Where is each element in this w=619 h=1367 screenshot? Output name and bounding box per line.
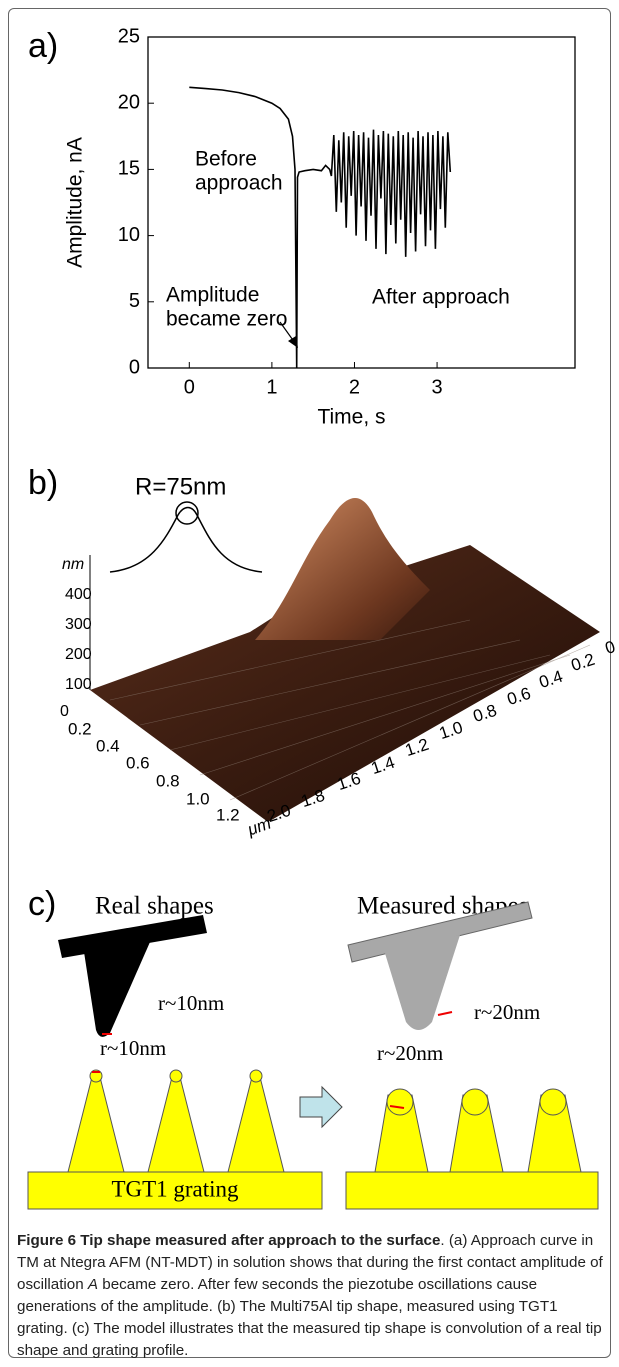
panel-label: c)	[28, 885, 56, 923]
annotation: Before	[195, 148, 257, 171]
caption-text: . (a) Approach curve in TM at Ntegra AFM…	[17, 1232, 603, 1293]
x-tick-label: 0.2	[569, 650, 597, 675]
y-tick-label: 0	[129, 356, 140, 378]
caption: Figure 6 Tip shape measured after approa…	[17, 1230, 609, 1362]
z-tick-label: 200	[65, 646, 92, 663]
annotation: After approach	[372, 286, 510, 309]
y-tick-label: 25	[118, 25, 140, 47]
x-tick-label: 0.4	[537, 667, 565, 692]
annotation: approach	[195, 172, 283, 195]
cantilever	[347, 901, 533, 963]
tip-radius: r~20nm	[474, 1000, 540, 1024]
panel-label: b)	[28, 464, 58, 502]
z-tick-label: 100	[65, 676, 92, 693]
left-title: Real shapes	[95, 893, 214, 920]
caption-title: Figure 6 Tip shape measured after approa…	[17, 1232, 441, 1249]
radius-arrow	[437, 1011, 453, 1016]
surface-texture	[109, 619, 591, 801]
y-tick-label: 0.2	[68, 719, 92, 738]
y-axis-label: Amplitude, nA	[64, 137, 87, 268]
x-tick-label: 0	[603, 637, 618, 658]
grating-base	[345, 1171, 599, 1210]
tip	[384, 935, 460, 1030]
y-tick-label: 20	[118, 91, 140, 113]
y-tick-label: 1.2	[216, 805, 240, 824]
grating-radius: r~10nm	[100, 1036, 166, 1060]
x-tick-label: 2	[349, 376, 360, 398]
y-tick-label: 5	[129, 290, 140, 312]
y-tick-label: 0.6	[126, 753, 150, 772]
annotation-arrowhead	[288, 336, 298, 348]
tip-radius: r~10nm	[158, 991, 224, 1015]
x-axis-label: Time, s	[317, 406, 385, 429]
z-unit: nm	[62, 556, 84, 573]
z-tick-label: 400	[65, 586, 92, 603]
amplitude-line	[189, 86, 452, 369]
annotation: became zero	[166, 308, 287, 331]
panel-label: a)	[28, 27, 58, 65]
caption-italic: A	[87, 1276, 99, 1293]
tip-circle	[175, 501, 199, 525]
z-tick-label: 0	[60, 703, 69, 720]
grating-radius: r~20nm	[377, 1041, 443, 1065]
profile-label: R=75nm	[135, 473, 226, 500]
x-tick-label: 3	[432, 376, 443, 398]
grating-base	[27, 1171, 323, 1210]
y-tick-label: 1.0	[186, 789, 210, 808]
y-tick-label: 15	[118, 158, 140, 180]
tip	[84, 942, 150, 1037]
annotation: Amplitude	[166, 284, 259, 307]
x-tick-label: 0.8	[471, 701, 499, 726]
figure: a) b) c) 0 5 10 15 20 25 0 1 2 3 Time, s Amplitude,…	[27, 25, 618, 1210]
x-tick-label: 0	[184, 376, 195, 398]
peak	[255, 498, 430, 640]
transform-arrow	[299, 1085, 343, 1129]
y-tick-label: 0.4	[96, 736, 120, 755]
grating-cones	[67, 1069, 285, 1173]
grating-cones	[374, 1088, 582, 1173]
plot-frame	[147, 36, 576, 369]
caption-text: became zero. After few seconds the piezo…	[17, 1276, 602, 1359]
tip-profile	[109, 506, 263, 573]
grating-label: TGT1 grating	[111, 1176, 239, 1201]
z-tick-label: 300	[65, 616, 92, 633]
real-shapes	[27, 915, 323, 1210]
surface	[90, 545, 600, 822]
measured-shapes	[345, 901, 599, 1210]
x-tick-label: 1	[266, 376, 277, 398]
afm-surface: R=75nm	[89, 473, 600, 822]
y-tick-label: 10	[118, 224, 140, 246]
radius-arrow	[389, 1105, 405, 1109]
cantilever	[58, 915, 207, 958]
y-tick-label: 0.8	[156, 771, 180, 790]
x-tick-label: 0.6	[505, 684, 533, 709]
figure-frame	[8, 8, 611, 1358]
approach-chart: 0 5 10 15 20 25 0 1 2 3 Time, s Amplitude, nA Before…	[64, 25, 576, 429]
